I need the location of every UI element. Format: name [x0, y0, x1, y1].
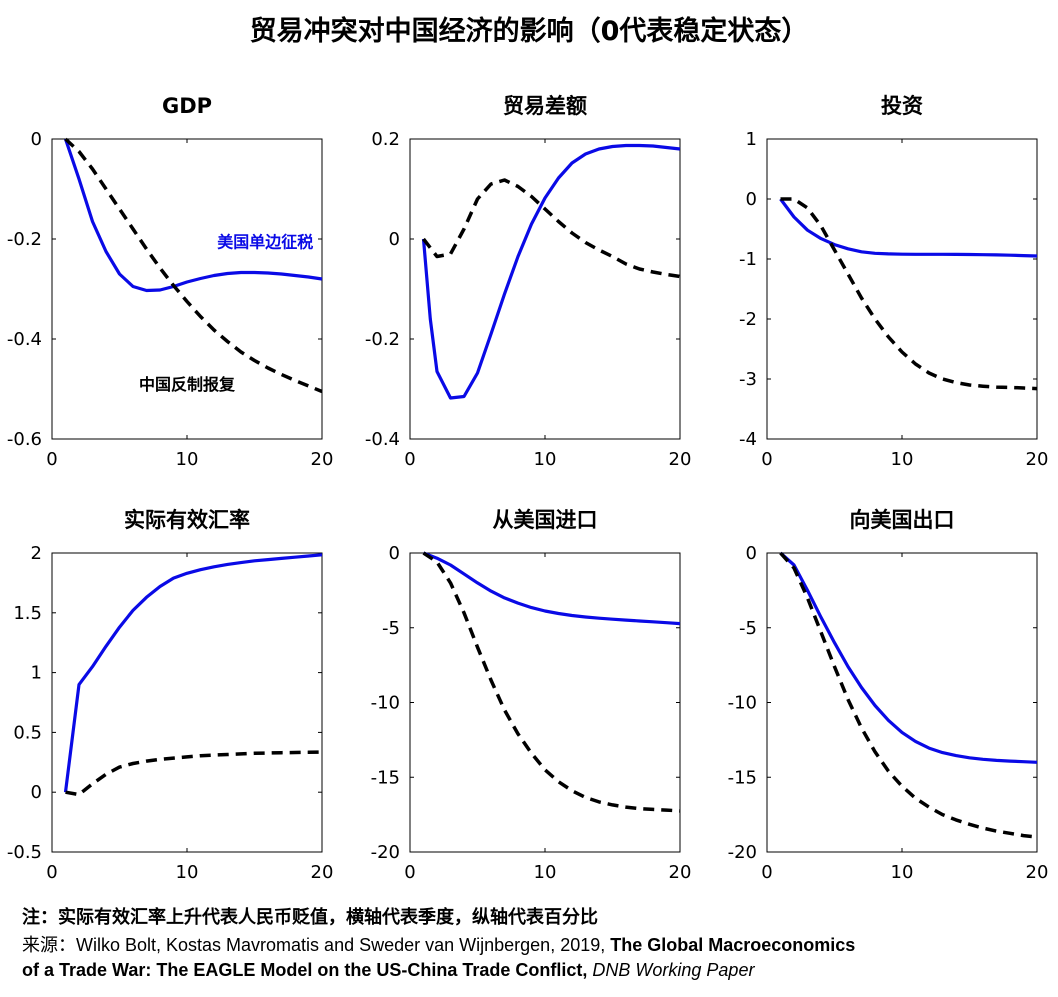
series-line-us-tariff	[63, 553, 323, 793]
y-tick-label: -2	[739, 309, 757, 330]
y-tick-label: 0	[746, 543, 757, 564]
series-label-us-tariff: 美国单边征税	[217, 233, 313, 252]
series-line-china-retaliation	[64, 137, 323, 394]
plot-frame	[409, 552, 681, 853]
source-series: DNB Working Paper	[592, 960, 755, 980]
x-tick-label: 20	[669, 449, 692, 470]
panel-title: 实际有效汇率	[124, 508, 250, 532]
note-text: 注：实际有效汇率上升代表人民币贬值，横轴代表季度，纵轴代表百分比	[22, 907, 598, 927]
y-tick-label: -0.2	[365, 329, 400, 350]
x-tick-label: 0	[46, 862, 57, 883]
panel-2: 贸易差额 0 10 20 0.2 0 -0.2 -0.4	[365, 94, 692, 470]
series-line-us-tariff	[63, 138, 323, 293]
y-tick-label: -10	[371, 693, 400, 714]
footnote-note: 注：实际有效汇率上升代表人民币贬值，横轴代表季度，纵轴代表百分比	[22, 906, 598, 928]
x-tick-label: 0	[404, 862, 415, 883]
y-tick-label: -0.6	[7, 429, 42, 450]
y-tick-label: -0.2	[7, 229, 42, 250]
plot-frame	[766, 552, 1038, 853]
panel-6: 向美国出口 0 10 20 0 -5 -10 -15 -20	[728, 508, 1049, 883]
x-tick-label: 10	[534, 449, 557, 470]
y-tick-label: -15	[371, 767, 400, 788]
source-title-2: of a Trade War: The EAGLE Model on the U…	[22, 960, 588, 980]
footnote-source: 来源：Wilko Bolt, Kostas Mavromatis and Swe…	[22, 934, 855, 956]
plot-frame	[51, 138, 323, 440]
plot-frame	[51, 552, 323, 853]
x-tick-label: 20	[1026, 862, 1049, 883]
x-tick-label: 20	[311, 862, 334, 883]
y-tick-label: 0	[389, 229, 400, 250]
x-tick-label: 20	[311, 449, 334, 470]
y-tick-label: -0.4	[7, 329, 42, 350]
y-tick-label: 0	[31, 129, 42, 150]
y-tick-label: 0.2	[371, 129, 400, 150]
source-prefix: 来源：Wilko Bolt, Kostas Mavromatis and Swe…	[22, 935, 611, 955]
panel-title: GDP	[162, 94, 212, 118]
y-tick-label: -20	[371, 842, 400, 863]
y-tick-label: -20	[728, 842, 757, 863]
y-tick-label: 0	[746, 189, 757, 210]
x-tick-label: 20	[669, 862, 692, 883]
y-tick-label: 0	[31, 782, 42, 803]
y-tick-label: -0.4	[365, 429, 400, 450]
x-tick-label: 10	[891, 862, 914, 883]
x-tick-label: 0	[46, 449, 57, 470]
series-line-china-retaliation	[780, 197, 1038, 391]
y-tick-label: -5	[739, 618, 757, 639]
series-label-china-retaliation: 中国反制报复	[139, 375, 236, 394]
x-tick-label: 10	[891, 449, 914, 470]
x-tick-label: 10	[176, 862, 199, 883]
y-tick-label: 0	[389, 543, 400, 564]
series-line-us-tariff	[779, 551, 1038, 764]
y-tick-label: -4	[739, 429, 757, 450]
x-tick-label: 10	[176, 449, 199, 470]
series-line-us-tariff	[421, 143, 681, 400]
y-tick-label: 0.5	[13, 722, 42, 743]
panel-title: 从美国进口	[493, 508, 598, 532]
x-tick-label: 0	[404, 449, 415, 470]
panel-title: 贸易差额	[503, 94, 587, 118]
x-tick-label: 0	[761, 862, 772, 883]
y-tick-label: 1	[31, 663, 42, 684]
y-tick-label: -15	[728, 767, 757, 788]
y-tick-label: -3	[739, 369, 757, 390]
series-line-china-retaliation	[65, 750, 323, 797]
panel-title: 向美国出口	[850, 508, 955, 532]
series-line-china-retaliation	[779, 551, 1038, 839]
panel-5: 从美国进口 0 10 20 0 -5 -10 -15 -20	[371, 508, 692, 883]
footnote-source-cont: of a Trade War: The EAGLE Model on the U…	[22, 959, 754, 981]
series-line-us-tariff	[422, 551, 681, 626]
plot-frame	[766, 138, 1038, 440]
y-tick-label: 1.5	[13, 603, 42, 624]
panel-title: 投资	[881, 94, 923, 118]
source-title-1: The Global Macroeconomics	[610, 935, 856, 955]
y-tick-label: 2	[31, 543, 42, 564]
x-tick-label: 20	[1026, 449, 1049, 470]
y-tick-label: -5	[382, 618, 400, 639]
y-tick-label: -0.5	[7, 842, 42, 863]
y-tick-label: 1	[746, 129, 757, 150]
y-tick-label: -1	[739, 249, 757, 270]
x-tick-label: 0	[761, 449, 772, 470]
x-tick-label: 10	[534, 862, 557, 883]
series-line-china-retaliation	[422, 551, 681, 813]
series-line-china-retaliation	[422, 178, 681, 279]
series-line-us-tariff	[779, 198, 1038, 258]
figure-title: 贸易冲突对中国经济的影响（0代表稳定状态）	[250, 15, 809, 47]
plot-frame	[409, 138, 681, 440]
y-tick-label: -10	[728, 693, 757, 714]
